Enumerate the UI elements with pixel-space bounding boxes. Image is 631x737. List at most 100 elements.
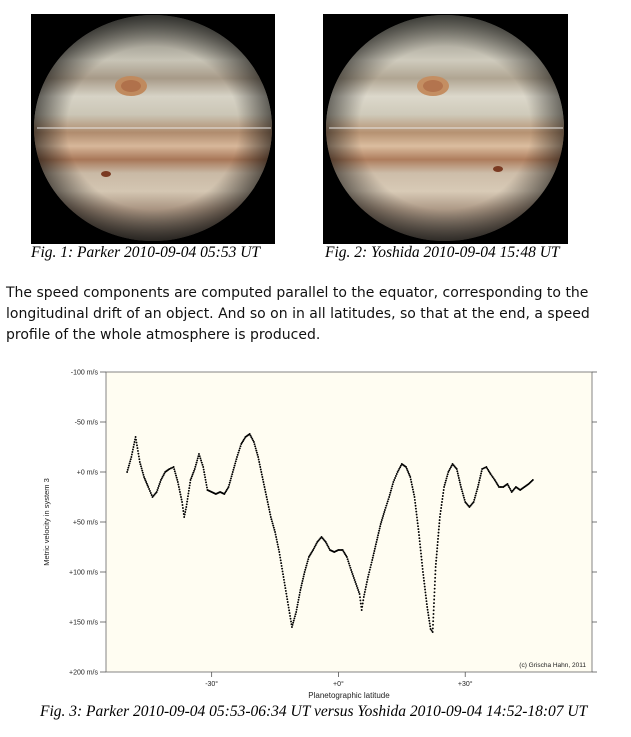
data-point (509, 489, 512, 492)
data-point (481, 468, 484, 470)
data-point (277, 546, 280, 548)
data-point (181, 501, 184, 503)
data-point (431, 627, 434, 630)
data-point (144, 479, 147, 482)
data-point (388, 493, 391, 496)
data-point (233, 464, 236, 467)
y-tick-label: +0 m/s (77, 470, 99, 477)
data-point (233, 466, 235, 469)
data-point (146, 484, 149, 487)
data-point (283, 578, 285, 581)
data-point (499, 486, 502, 488)
body-paragraph: The speed components are computed parall… (6, 285, 590, 343)
data-point (273, 528, 276, 531)
data-point (340, 549, 343, 551)
data-point (364, 588, 367, 591)
data-point (432, 605, 435, 608)
data-point (492, 477, 495, 480)
data-point (132, 446, 135, 448)
data-point (312, 549, 315, 551)
data-point (475, 492, 478, 495)
data-point (487, 470, 490, 473)
data-point (276, 543, 279, 546)
data-point (487, 468, 489, 471)
data-point (267, 503, 270, 506)
data-point (414, 507, 417, 510)
data-point (448, 469, 451, 472)
data-point (179, 493, 182, 496)
data-point (418, 534, 421, 537)
data-point (264, 491, 267, 493)
data-point (243, 437, 246, 440)
data-point (142, 473, 145, 476)
data-point (441, 498, 444, 500)
data-point (410, 481, 413, 483)
data-point (324, 541, 327, 543)
data-point (383, 509, 386, 511)
data-point (284, 587, 287, 590)
data-point (377, 532, 380, 534)
data-point (127, 466, 130, 469)
data-point (303, 573, 306, 576)
data-point (433, 591, 436, 594)
data-point (281, 570, 284, 573)
data-point (462, 494, 465, 497)
data-point (457, 474, 460, 477)
data-point (396, 471, 399, 473)
data-point (382, 515, 385, 517)
data-point (397, 469, 400, 472)
data-point (187, 495, 189, 498)
data-point (392, 481, 395, 483)
data-point (531, 479, 534, 481)
data-point (269, 516, 272, 518)
data-point (157, 485, 160, 487)
data-point (477, 483, 480, 486)
data-point (343, 551, 346, 554)
data-point (391, 483, 394, 486)
data-point (490, 474, 493, 477)
data-point (371, 556, 374, 559)
data-point (177, 486, 180, 488)
data-point (455, 468, 458, 470)
data-point (240, 443, 243, 445)
data-point (305, 564, 308, 567)
data-point (137, 455, 140, 458)
data-point (278, 551, 281, 553)
data-point (354, 581, 357, 583)
data-point (483, 466, 486, 469)
data-point (288, 609, 291, 612)
data-point (304, 568, 307, 571)
y-tick-label: +100 m/s (69, 570, 98, 577)
data-point (454, 466, 457, 469)
data-point (428, 619, 431, 622)
data-point (428, 622, 431, 625)
data-point (203, 473, 206, 476)
data-point (376, 536, 379, 539)
data-point (145, 482, 148, 485)
data-point (155, 491, 158, 493)
data-point (133, 441, 136, 443)
data-point (486, 467, 489, 470)
data-point (459, 483, 462, 486)
data-point (229, 479, 232, 482)
data-point (368, 571, 371, 574)
data-point (296, 603, 299, 606)
data-point (195, 461, 198, 464)
data-point (366, 581, 368, 583)
data-point (280, 562, 283, 565)
data-point (427, 614, 430, 617)
data-point (263, 486, 266, 488)
data-point (439, 510, 442, 512)
data-point (436, 550, 438, 553)
data-point (260, 473, 263, 476)
data-point (129, 458, 132, 461)
data-point (418, 540, 421, 543)
data-point (433, 598, 436, 601)
data-point (279, 559, 282, 562)
data-point (425, 603, 428, 606)
data-point (376, 538, 378, 541)
data-point (183, 513, 186, 516)
data-point (379, 525, 382, 528)
data-point (458, 481, 461, 484)
data-point (205, 483, 208, 486)
